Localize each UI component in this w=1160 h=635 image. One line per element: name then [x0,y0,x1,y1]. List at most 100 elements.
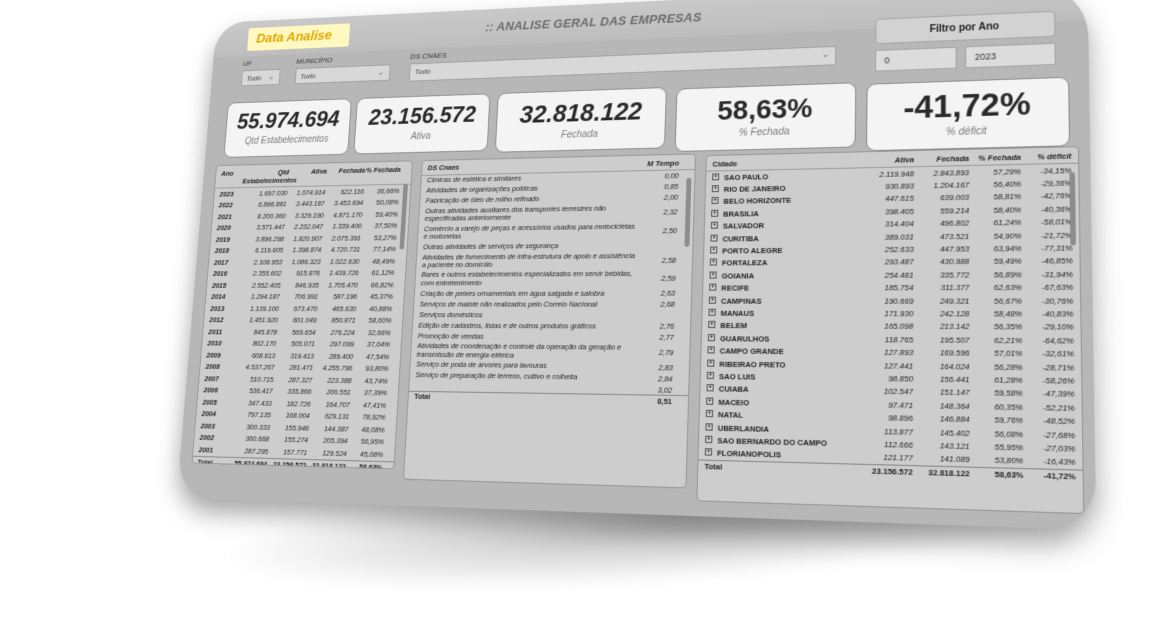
expand-icon[interactable]: + [706,371,715,379]
expand-icon[interactable]: + [707,333,716,341]
col-m-tempo[interactable]: M Tempo [647,158,680,169]
table-row[interactable]: + GOIANIA 254.481 335.772 56,89% -31,94% [703,268,1079,282]
table-row[interactable]: 2016 2.355.602 915.876 1.439.726 61,12% [208,267,406,280]
table-row[interactable]: + RECIFE 185.754 311.377 62,63% -67,63% [703,281,1080,295]
cell-ano: 2010 [207,339,222,348]
cell-cidade-name: FLORIANOPOLIS [716,448,782,460]
expand-icon[interactable]: + [705,422,713,431]
col-pct-deficit[interactable]: % déficit [1037,151,1072,162]
cell-ativa: 1.074.914 [296,187,326,197]
expand-icon[interactable]: + [706,384,714,392]
col-pct-fechada[interactable]: % Fechada [365,165,402,175]
col-ativa[interactable]: Ativa [894,155,915,165]
table-row[interactable]: + MANAUS 171.930 242.128 58,48% -40,83% [702,307,1080,321]
cell-cidade-name: FORTALEZA [721,258,768,268]
cell-ano: 2013 [209,304,225,313]
table-cidade: Cidade Ativa Fechada % Fechada % déficit… [696,146,1085,515]
cell-ativa: 185.754 [884,283,914,293]
cell-m-tempo: 2,32 [663,207,678,217]
cell-ano: 2017 [213,258,229,267]
scrollbar[interactable] [1069,172,1076,246]
ds-cnaes-slicer[interactable]: Tudo ⌄ [408,45,837,82]
municipio-slicer[interactable]: Tudo ⌄ [294,64,391,85]
cell-pct-fechada: 58,63% [358,462,383,470]
col-ativa[interactable]: Ativa [310,167,328,176]
table-row[interactable]: Bares e outros estabelecimentos especial… [415,269,692,288]
year-from-field[interactable]: 0 [874,46,957,72]
col-qtd[interactable]: Qtd Estabelecimentos [242,167,298,186]
cell-ano: 2020 [216,223,232,233]
expand-icon[interactable]: + [710,246,718,254]
table-row[interactable]: 2013 1.139.100 673.470 465.630 40,88% [205,303,404,315]
expand-icon[interactable]: + [710,234,718,242]
cell-cidade: + PORTO ALEGRE [710,245,861,256]
cell-ativa: 569.654 [291,327,316,337]
cell-fechada: 32.818.122 [928,468,970,480]
expand-icon[interactable]: + [707,359,715,367]
expand-icon[interactable]: + [708,296,717,304]
expand-icon[interactable]: + [711,209,719,217]
cell-ano: 2018 [214,246,230,255]
cell-ativa: 846.935 [294,280,320,290]
cell-pct-fechada: 62,21% [994,335,1023,346]
cell-fechada: 335.772 [939,270,970,280]
table-row[interactable]: Criação de peixes ornamentais em água sa… [415,288,692,299]
cell-pct-fechada: 56,35% [994,322,1023,332]
col-fechada[interactable]: Fechada [338,166,366,176]
cell-fechada: 1.439.726 [328,268,359,278]
cell-fechada: 559.214 [940,205,970,216]
municipio-value: Tudo [300,71,316,81]
cell-pct-deficit: -64,62% [1042,335,1074,346]
cell-ativa: 389.031 [884,232,914,242]
table-row[interactable]: 2015 2.552.405 846.935 1.705.470 66,82% [207,279,405,291]
cell-fechada: 141.089 [939,454,970,465]
expand-icon[interactable]: + [712,173,720,181]
cell-qtd: 55.974.694 [234,458,268,469]
expand-icon[interactable]: + [709,258,718,266]
cell-pct-deficit: -27,03% [1043,443,1076,454]
cell-ativa: 157.771 [282,447,308,457]
table-row[interactable]: 2014 1.294.187 706.991 587.196 45,37% [206,291,404,303]
expand-icon[interactable]: + [709,271,717,279]
expand-icon[interactable]: + [707,346,715,354]
col-ano[interactable]: Ano [221,169,234,178]
expand-icon[interactable]: + [704,448,713,456]
col-cidade[interactable]: Cidade [712,159,738,169]
table-row[interactable]: Atividades de fornecimento de infra-estr… [416,250,692,270]
cell-m-tempo: 2,68 [660,299,675,309]
expand-icon[interactable]: + [709,283,717,291]
cell-pct-fechada: 58,63% [994,469,1024,481]
expand-icon[interactable]: + [705,409,714,418]
cell-cidade: + FORTALEZA [709,258,861,268]
cell-fechada: 629.131 [324,411,350,422]
table-row[interactable]: Serviços de malote não realizados pelo C… [414,299,691,310]
cell-fechada: 496.802 [940,218,970,229]
year-to-field[interactable]: 2023 [965,42,1056,69]
expand-icon[interactable]: + [708,308,716,316]
cell-pct-deficit: -46,85% [1041,256,1073,267]
cell-ano: 2008 [205,362,221,372]
cell-fechada: 145.402 [939,427,970,438]
cell-fechada: 195.507 [939,335,970,345]
cell-cidade-name: BRASILIA [723,209,759,219]
expand-icon[interactable]: + [705,435,713,444]
expand-icon[interactable]: + [706,397,714,405]
col-pct-fechada[interactable]: % Fechada [978,152,1021,163]
cell-ds-cnaes: Bares e outros estabelecimentos especial… [420,270,633,288]
uf-slicer[interactable]: Tudo ⌄ [240,68,281,87]
cell-ds-cnaes [415,386,634,389]
table-row[interactable]: 2012 1.451.920 601.049 850.871 58,60% [204,314,403,326]
cell-pct-deficit: -28,71% [1042,362,1075,373]
expand-icon[interactable]: + [710,221,718,229]
expand-icon[interactable]: + [711,185,719,193]
col-fechada[interactable]: Fechada [936,153,970,164]
expand-icon[interactable]: + [708,321,716,329]
kpi-deficit: -41,72% % déficit [865,76,1071,152]
cell-pct-fechada: 56,95% [360,437,385,447]
table-row[interactable]: + CAMPINAS 190.669 249.321 56,67% -30,76% [703,294,1081,307]
expand-icon[interactable]: + [711,197,719,205]
cell-pct-fechada: 58,60% [368,316,392,325]
cell-m-tempo: 2,79 [658,348,674,358]
cell-ano: 2019 [215,235,231,244]
cell-ativa: 23.156.572 [871,466,913,478]
